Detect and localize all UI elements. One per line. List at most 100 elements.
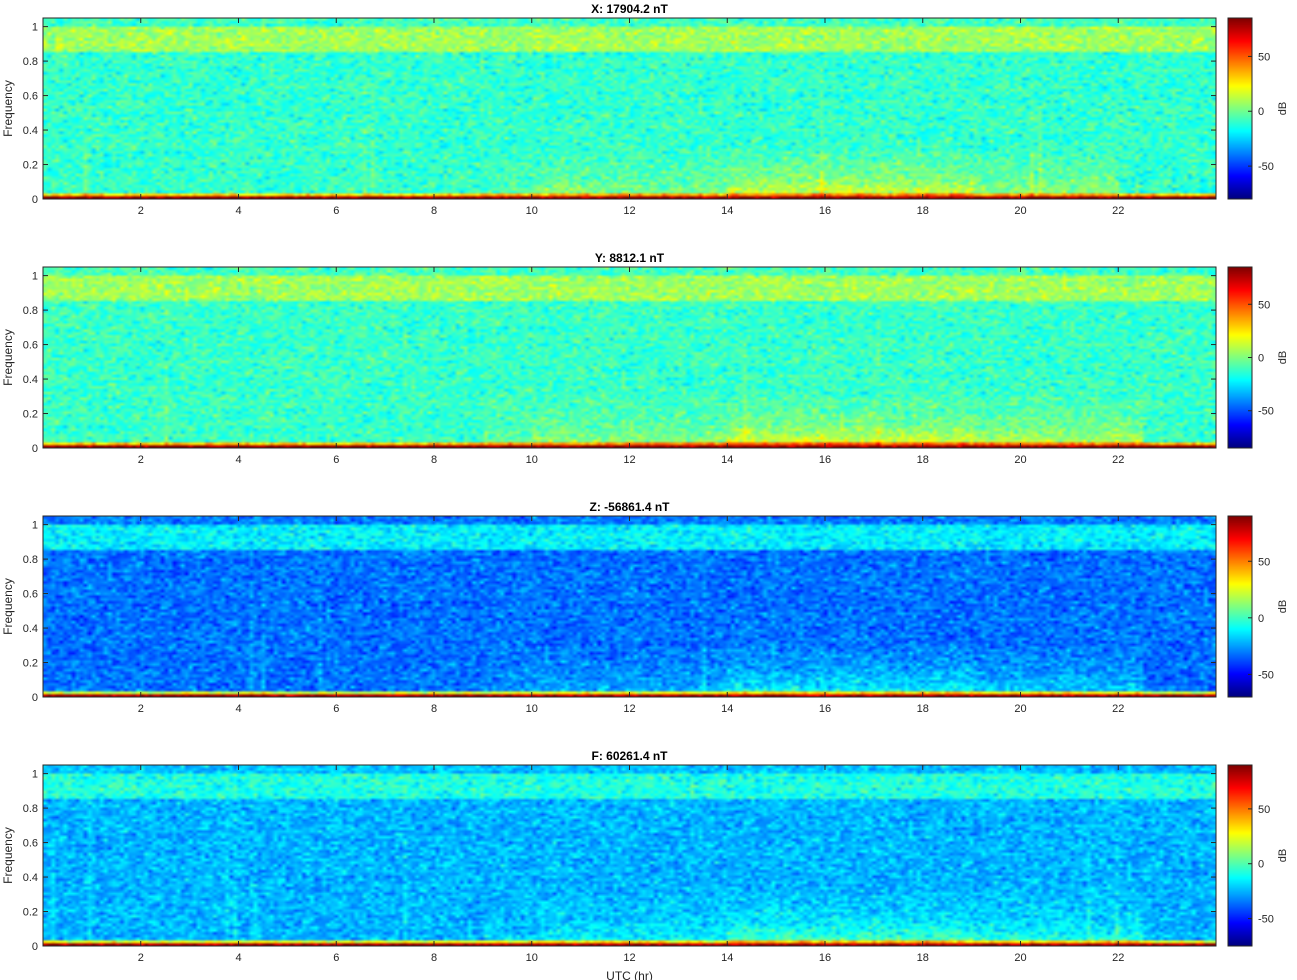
colorbar-tick-label: 50 <box>1258 299 1270 311</box>
y-tick-label: 0.4 <box>23 125 38 137</box>
x-tick-label: 18 <box>917 952 929 964</box>
x-tick-label: 22 <box>1112 454 1124 466</box>
y-tick-label: 0.6 <box>23 91 38 103</box>
x-tick-label: 8 <box>431 703 437 715</box>
spectrogram-heatmap <box>43 18 1216 199</box>
y-tick-label: 0.4 <box>23 374 38 386</box>
y-tick-label: 0.8 <box>23 56 38 68</box>
colorbar <box>1228 765 1252 946</box>
spectrogram-panel: Z: -56861.4 nT2 4 6 8 10 12 14 16 18 20 2200.20.40… <box>1 500 1289 715</box>
y-axis-label: Frequency <box>1 329 15 386</box>
x-tick-label: 12 <box>623 952 635 964</box>
y-tick-label: 0.2 <box>23 907 38 919</box>
x-tick-label: 16 <box>819 952 831 964</box>
colorbar-frame <box>1227 17 1253 200</box>
colorbar-tick-label: 0 <box>1258 353 1264 365</box>
x-tick-label: 4 <box>235 454 241 466</box>
x-tick-label: 14 <box>721 703 733 715</box>
colorbar-label: dB <box>1277 600 1289 613</box>
x-tick-label: 2 <box>138 454 144 466</box>
y-tick-label: 0.6 <box>23 838 38 850</box>
y-axis-label: Frequency <box>1 578 15 635</box>
colorbar-tick-label: -50 <box>1258 914 1274 926</box>
x-tick-label: 10 <box>526 205 538 217</box>
y-axis-label: Frequency <box>1 80 15 137</box>
x-tick-label: 8 <box>431 205 437 217</box>
colorbar-label: dB <box>1277 849 1289 862</box>
x-tick-label: 4 <box>235 205 241 217</box>
y-tick-label: 0 <box>32 194 38 206</box>
y-tick-label: 0.2 <box>23 658 38 670</box>
y-tick-label: 0.6 <box>23 340 38 352</box>
y-tick-label: 0.2 <box>23 409 38 421</box>
x-tick-label: 18 <box>917 454 929 466</box>
colorbar-frame <box>1227 515 1253 698</box>
x-axis-label: UTC (hr) <box>606 969 653 980</box>
colorbar-tick-label: 50 <box>1258 51 1270 63</box>
y-tick-label: 0.8 <box>23 305 38 317</box>
x-tick-label: 10 <box>526 703 538 715</box>
x-tick-label: 16 <box>819 205 831 217</box>
y-tick-label: 0.6 <box>23 589 38 601</box>
x-tick-label: 6 <box>333 205 339 217</box>
x-tick-label: 22 <box>1112 205 1124 217</box>
x-tick-label: 2 <box>138 205 144 217</box>
x-tick-label: 10 <box>526 952 538 964</box>
y-tick-label: 0 <box>32 443 38 455</box>
x-tick-label: 20 <box>1014 205 1026 217</box>
x-tick-label: 12 <box>623 205 635 217</box>
x-tick-label: 12 <box>623 454 635 466</box>
panel-title: F: 60261.4 nT <box>591 749 668 763</box>
y-tick-label: 0 <box>32 941 38 953</box>
x-tick-label: 20 <box>1014 952 1026 964</box>
spectrogram-panel: X: 17904.2 nT2 4 6 8 10 12 14 16 18 20 2200.20.40.… <box>1 2 1289 217</box>
y-axis-label: Frequency <box>1 827 15 884</box>
x-tick-label: 4 <box>235 952 241 964</box>
x-tick-label: 10 <box>526 454 538 466</box>
x-tick-label: 18 <box>917 205 929 217</box>
colorbar-tick-label: -50 <box>1258 669 1274 681</box>
x-tick-label: 2 <box>138 703 144 715</box>
x-tick-label: 4 <box>235 703 241 715</box>
x-tick-label: 14 <box>721 454 733 466</box>
colorbar-label: dB <box>1277 351 1289 364</box>
y-tick-label: 1 <box>32 271 38 283</box>
panel-title: Y: 8812.1 nT <box>595 251 665 265</box>
x-tick-label: 12 <box>623 703 635 715</box>
x-tick-label: 14 <box>721 952 733 964</box>
y-tick-label: 1 <box>32 769 38 781</box>
colorbar-tick-label: 0 <box>1258 859 1264 871</box>
colorbar-frame <box>1227 764 1253 947</box>
x-tick-label: 22 <box>1112 952 1124 964</box>
x-tick-label: 8 <box>431 952 437 964</box>
y-tick-label: 0 <box>32 692 38 704</box>
x-tick-label: 20 <box>1014 454 1026 466</box>
x-tick-label: 8 <box>431 454 437 466</box>
colorbar-label: dB <box>1277 102 1289 115</box>
x-tick-label: 18 <box>917 703 929 715</box>
x-tick-label: 6 <box>333 703 339 715</box>
spectrogram-heatmap <box>43 267 1216 448</box>
y-tick-label: 0.4 <box>23 872 38 884</box>
colorbar-tick-label: 0 <box>1258 613 1264 625</box>
panel-title: X: 17904.2 nT <box>591 2 668 16</box>
colorbar <box>1228 18 1252 199</box>
y-tick-label: 0.2 <box>23 160 38 172</box>
colorbar <box>1228 516 1252 697</box>
spectrogram-panel: F: 60261.4 nT2 4 6 8 10 12 14 16 18 20 2200.20.40.… <box>1 749 1289 980</box>
y-tick-label: 0.4 <box>23 623 38 635</box>
x-tick-label: 2 <box>138 952 144 964</box>
y-tick-label: 1 <box>32 520 38 532</box>
panel-title: Z: -56861.4 nT <box>589 500 670 514</box>
spectrogram-heatmap <box>43 516 1216 697</box>
colorbar-tick-label: 0 <box>1258 106 1264 118</box>
x-tick-label: 20 <box>1014 703 1026 715</box>
x-tick-label: 16 <box>819 703 831 715</box>
colorbar-tick-label: 50 <box>1258 556 1270 568</box>
y-tick-label: 0.8 <box>23 554 38 566</box>
x-tick-label: 22 <box>1112 703 1124 715</box>
colorbar-tick-label: -50 <box>1258 406 1274 418</box>
x-tick-label: 6 <box>333 454 339 466</box>
y-tick-label: 1 <box>32 22 38 34</box>
